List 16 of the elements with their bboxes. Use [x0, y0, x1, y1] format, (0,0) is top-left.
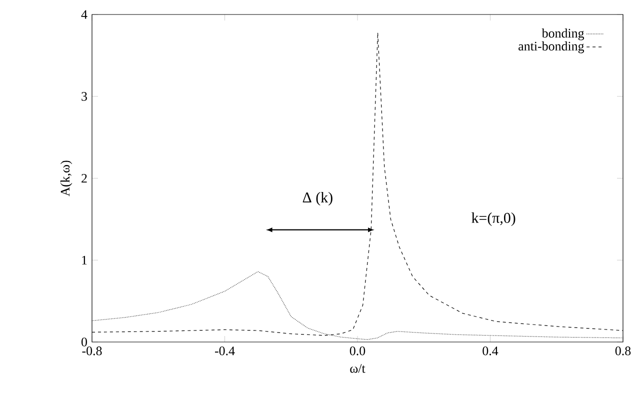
x-tick-label: -0.4	[214, 346, 235, 356]
y-tick-label: 3	[82, 92, 87, 101]
x-axis-title: ω/t	[350, 364, 366, 373]
y-axis-title: A(k,ω)	[60, 160, 72, 196]
annotation: k=(π,0)	[472, 212, 516, 226]
legend-label: anti-bonding	[518, 41, 584, 54]
y-tick-label: 0	[82, 338, 87, 346]
y-tick-label: 1	[82, 256, 87, 264]
legend-label: bonding	[542, 28, 584, 40]
x-tick-label: 0.8	[615, 346, 631, 356]
annotation: Δ (k)	[302, 192, 332, 206]
x-tick-label: -0.8	[82, 346, 102, 356]
x-tick-label: 0.0	[350, 346, 366, 356]
y-tick-label: 4	[81, 10, 88, 19]
y-tick-label: 2	[82, 174, 87, 183]
x-tick-label: 0.4	[482, 346, 498, 356]
